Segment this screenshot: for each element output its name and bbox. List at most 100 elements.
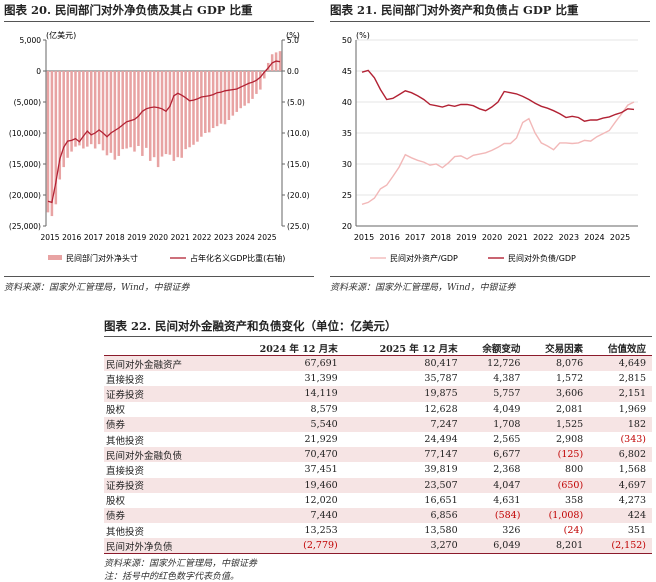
fig21-y-tick-label: 20 [342,222,352,231]
fig20-right-tick-label: (5.0) [287,98,305,107]
table-cell: (2,152) [589,538,652,555]
table-row: 证券投资 14,119 19,875 5,757 3,606 2,151 [104,386,652,402]
row-label: 民间对外金融负债 [104,447,224,463]
fig20-bar [180,71,183,158]
fig20-bar [204,71,207,133]
fig21-title: 图表 21. 民间部门对外资产和负债占 GDP 比重 [330,3,579,17]
fig21-x-tick-label: 2025 [610,233,630,242]
table22-title: 图表 22. 民间对外金融资产和负债变化（单位：亿美元） [104,319,397,333]
table-cell: 4,631 [493,494,521,506]
fig20-bar [168,71,172,155]
fig20-bar [66,71,69,158]
table-cell: 2,368 [493,464,521,476]
table-row: 其他投资 13,253 13,580 326 (24) 351 [104,523,652,538]
table-cell: 3,270 [343,538,464,555]
fig20-left-tick-label: (5,000) [14,98,41,107]
fig20-bar [188,71,191,148]
fig20-bar [215,71,219,127]
table-cell: 5,757 [463,386,527,402]
fig20-unit-label: (亿美元) [46,30,76,40]
table-cell: 19,460 [223,477,344,493]
fig20-bar [54,71,58,205]
fig20-ratio-line [47,60,281,204]
table-cell: 16,651 [424,494,458,506]
fig20-source: 资料来源：国家外汇管理局，Wind，中银证券 [4,283,190,293]
fig21-legend-liab: 民间对外负债/GDP [508,253,576,263]
fig20-left-tick-label: 5,000 [20,36,42,45]
row-label: 直接投资 [106,374,145,386]
table22-source: 资料来源：国家外汇管理局，中银证券 [104,559,258,569]
table22-title-rule [104,336,652,337]
fig20-bar [93,71,97,149]
table-cell: 12,628 [424,403,458,415]
table-cell: 7,247 [343,416,464,432]
fig20-bar [243,71,246,106]
table-cell: 23,507 [343,477,464,493]
fig20-legend-bar-swatch [48,255,62,260]
fig20-bar [156,71,160,168]
table-cell: 67,691 [223,355,344,372]
row-label: 证券投资 [104,477,224,493]
table-cell: 6,856 [343,507,464,524]
row-label: 民间对外净负债 [104,538,224,555]
fig20-left-tick-label: (10,000) [9,129,41,138]
fig20-bar [137,71,140,147]
fig21-x-tick-label: 2021 [507,233,527,242]
fig20-x-tick-label: 2015 [40,233,59,242]
fig20-bar [89,71,93,145]
table-row: 股权 12,020 16,651 4,631 358 4,273 [104,493,652,508]
row-label: 证券投资 [104,386,224,402]
table-cell: 8,579 [310,403,338,415]
fig20-bar [164,71,168,155]
table-cell: 5,540 [223,416,344,432]
fig20-x-tick-label: 2021 [171,233,190,242]
table-cell: 4,697 [589,477,652,493]
table-cell: 37,451 [304,464,338,476]
table-cell: 6,677 [463,447,527,463]
table-cell: 1,572 [555,373,584,385]
fig20-bar [255,71,258,94]
fig20-bar [231,71,235,116]
table-cell: (1,008) [526,507,590,524]
table-cell: 2,565 [493,434,521,446]
fig20-bar [125,71,128,149]
table-cell: 19,875 [343,386,464,402]
fig20-bar [192,71,195,145]
table-cell: 6,049 [463,538,527,555]
fig20-x-tick-label: 2019 [127,233,146,242]
fig20-bar [133,71,136,152]
fig20-bar [109,71,113,153]
table-cell: 358 [565,494,584,506]
col-header [104,340,224,356]
table-row: 直接投资 37,451 39,819 2,368 800 1,568 [104,462,652,477]
table-cell: 24,494 [424,434,458,446]
table-cell: 2,151 [589,386,652,402]
table-cell: 4,387 [493,373,521,385]
fig20-x-tick-label: 2025 [257,233,276,242]
table-cell: 70,470 [223,447,344,463]
fig20-bar [121,71,124,150]
row-label: 其他投资 [106,435,145,447]
fig20-bar [196,71,199,142]
fig21-y-tick-label: 40 [342,98,352,107]
fig20-right-tick-label: (10.0) [287,129,310,138]
table-cell: (584) [463,507,527,524]
fig20-bar [184,71,187,150]
fig20-bar [239,71,242,109]
fig20-right-tick-label: 5.0 [287,36,299,45]
table-cell: 4,273 [618,494,646,506]
fig20-chart: 5,000 5.0 0 0.0 (5,000) (5.0) (10,000) (10.0) (1… [9,30,310,263]
table-cell: 424 [589,507,652,524]
table-cell: 2,081 [555,403,584,415]
fig21-x-tick-label: 2018 [431,233,451,242]
fig21-x-tick-label: 2016 [379,233,399,242]
col-header: 2024 年 12 月末 [223,340,344,356]
table-cell: (125) [526,447,590,463]
col-header: 估值效应 [589,340,652,356]
table-cell: (2,779) [223,538,344,555]
fig20-legend-line: 占年化名义GDP比重(右轴) [190,253,285,263]
fig21-x-tick-label: 2015 [354,233,374,242]
col-header: 2025 年 12 月末 [343,340,464,356]
table-cell: 351 [627,525,646,537]
table-cell: 1,969 [618,403,646,415]
